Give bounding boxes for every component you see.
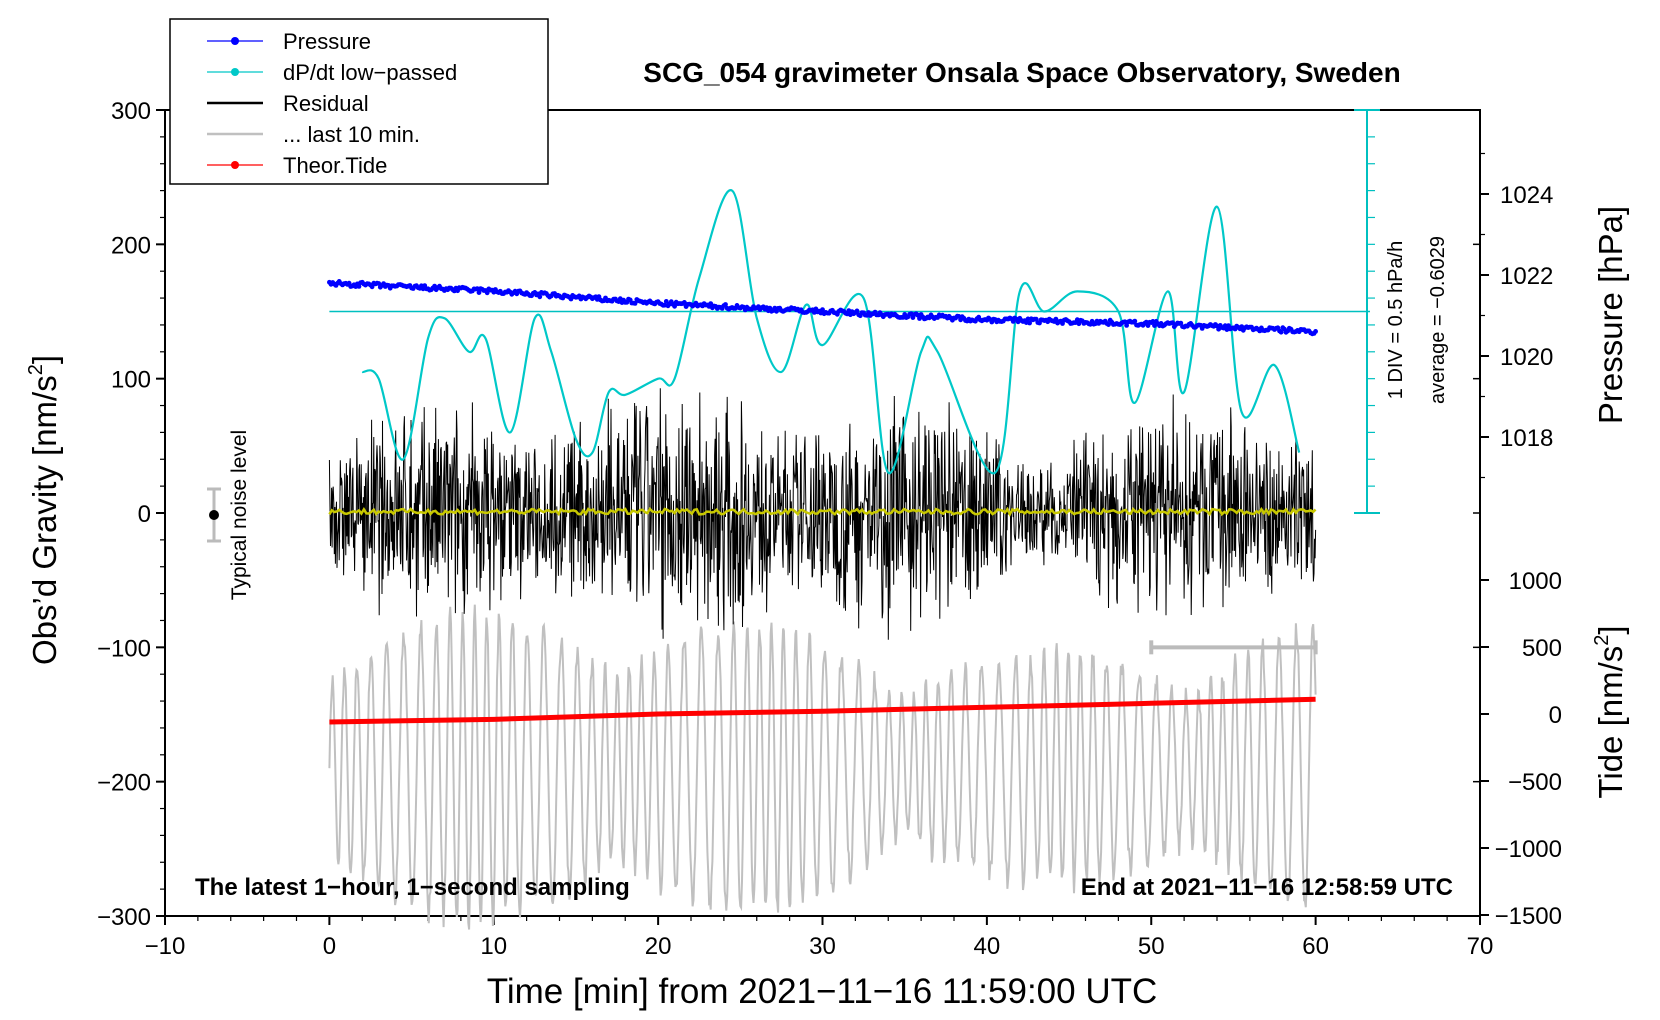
pressure-point — [369, 284, 375, 290]
legend-label: dP/dt low−passed — [283, 60, 457, 85]
pressure-point — [663, 299, 669, 304]
tide-axis-label-main: Tide [nm/s — [1592, 646, 1629, 799]
tide-tick-label: 1000 — [1509, 568, 1562, 595]
x-tick-label: 50 — [1138, 933, 1165, 960]
noise-level-label: Typical noise level — [228, 430, 251, 600]
pressure-point — [476, 290, 482, 295]
pressure-point — [484, 290, 490, 296]
legend-marker — [231, 68, 239, 76]
x-axis-label: Time [min] from 2021−11−16 11:59:00 UTC — [487, 972, 1158, 1011]
left-tick-label: 200 — [111, 232, 151, 259]
legend-box — [169, 18, 549, 185]
legend-marker — [231, 161, 239, 169]
x-tick-label: 70 — [1467, 933, 1494, 960]
pressure-axis-label: Pressure [hPa] — [1592, 206, 1629, 424]
x-tick-label: −10 — [145, 933, 186, 960]
residual-trace — [328, 388, 1317, 640]
tide-axis-label-sup: 2 — [1591, 635, 1613, 646]
pressure-tick-label: 1018 — [1500, 425, 1553, 452]
left-tick-label: 300 — [111, 98, 151, 125]
dpdt-scale-avg-label: average = −0.6029 — [1427, 236, 1449, 404]
pressure-point — [1278, 329, 1284, 335]
left-axis-label-main: Obs’d Gravity [nm/s — [26, 375, 63, 665]
noise-dot — [209, 510, 219, 520]
pressure-point — [723, 302, 728, 307]
pressure-tick-label: 1022 — [1500, 263, 1553, 290]
last-10-min-trace — [328, 604, 1317, 930]
left-axis-label: Obs’d Gravity [nm/s2] — [25, 355, 63, 665]
pressure-tick-label: 1024 — [1500, 182, 1553, 209]
tide-axis-label: Tide [nm/s2] — [1591, 625, 1629, 798]
pressure-point — [356, 284, 362, 289]
pressure-series — [327, 279, 1318, 337]
tide-tick-label: −500 — [1508, 769, 1562, 796]
legend-label: ... last 10 min. — [283, 122, 420, 147]
x-tick-label: 40 — [974, 933, 1001, 960]
tide-axis-label-close: ] — [1592, 625, 1629, 634]
legend-label: Theor.Tide — [283, 153, 387, 178]
left-tick-label: 100 — [111, 367, 151, 394]
x-tick-label: 60 — [1302, 933, 1329, 960]
pressure-point — [672, 303, 677, 309]
legend-label: Residual — [283, 91, 369, 116]
left-axis-label-sup: 2 — [25, 364, 47, 375]
tide-tick-label: 500 — [1522, 635, 1562, 662]
legend-marker — [231, 37, 239, 45]
residual-mean-trace — [328, 506, 1317, 517]
pressure-tick-label: 1020 — [1500, 344, 1553, 371]
bottom-right-note: End at 2021−11−16 12:58:59 UTC — [1081, 874, 1453, 901]
x-tick-label: 20 — [645, 933, 672, 960]
left-axis-label-close: ] — [26, 355, 63, 364]
dpdt-scale-div-label: 1 DIV = 0.5 hPa/h — [1385, 241, 1407, 399]
tide-series-line — [329, 696, 1316, 725]
chart-title: SCG_054 gravimeter Onsala Space Observat… — [643, 57, 1400, 88]
tide-tick-label: −1500 — [1495, 903, 1562, 930]
axis-ticks: −10 0 10 20 30 40 50 60 70−300−200−1000100200300… — [97, 98, 1562, 960]
pressure-point — [820, 307, 825, 312]
tide-tick-label: 0 — [1549, 702, 1562, 729]
pressure-point — [1313, 329, 1318, 334]
bottom-left-note: The latest 1−hour, 1−second sampling — [195, 874, 630, 901]
pressure-point — [537, 294, 543, 300]
pressure-point — [1150, 319, 1156, 324]
pressure-point — [708, 301, 714, 306]
left-tick-label: 0 — [138, 501, 151, 528]
pressure-point — [1132, 318, 1138, 324]
pressure-point — [632, 301, 638, 306]
x-tick-label: 30 — [809, 933, 836, 960]
left-tick-label: −300 — [97, 904, 151, 931]
pressure-point — [1053, 316, 1059, 322]
left-tick-label: −100 — [97, 635, 151, 662]
pressure-point — [854, 308, 860, 314]
tide-tick-label: −1000 — [1495, 836, 1562, 863]
noise-level-marker — [207, 487, 221, 543]
legend-label: Pressure — [283, 29, 371, 54]
x-tick-label: 10 — [480, 933, 507, 960]
legend: Pressure dP/dt low−passed Residual ... last… — [169, 18, 549, 185]
pressure-point — [1027, 320, 1032, 326]
x-tick-label: 0 — [323, 933, 336, 960]
dpdt-series-line — [361, 189, 1301, 475]
left-tick-label: −200 — [97, 770, 151, 797]
pressure-point — [1106, 322, 1111, 327]
series-layer — [327, 189, 1370, 930]
